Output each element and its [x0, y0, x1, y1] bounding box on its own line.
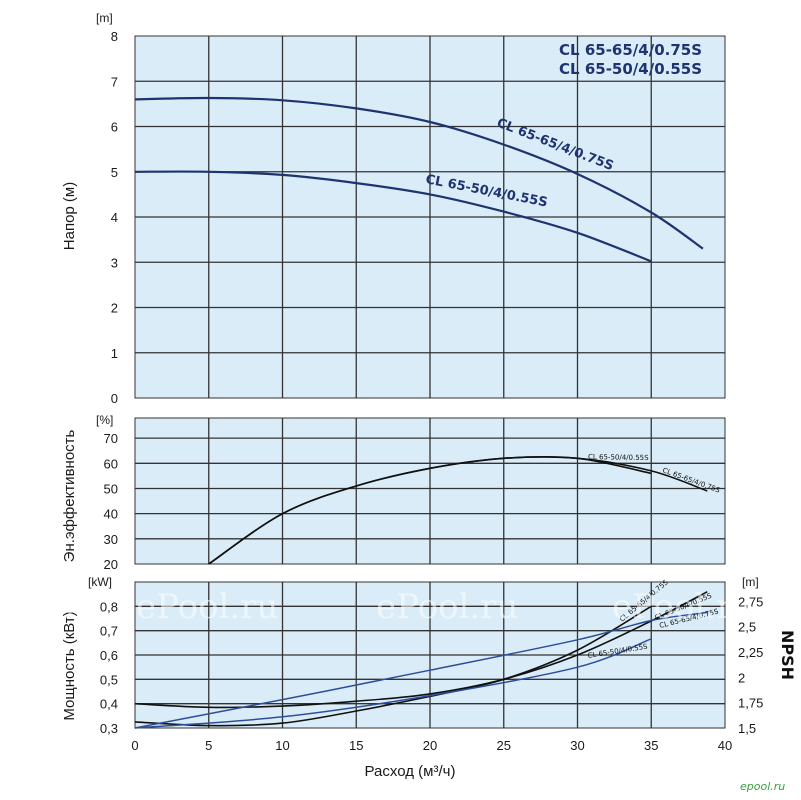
head-y-tick-label: 8: [111, 29, 118, 44]
x-tick-label: 20: [423, 738, 437, 753]
watermark-4: ePool.ru: [612, 587, 754, 627]
npsh-y-tick-label: 2,75: [738, 594, 763, 609]
power-y-unit: [kW]: [88, 575, 112, 589]
efficiency-y-tick-label: 20: [104, 557, 118, 572]
power-curve-cl-65-50-4-0-55s: [134, 605, 652, 727]
head-y-tick-label: 2: [111, 301, 118, 316]
x-tick-label: 35: [644, 738, 658, 753]
head-y-unit: [m]: [96, 11, 113, 25]
x-tick-label: 40: [718, 738, 732, 753]
efficiency-curve-label-cl-65-50: CL 65-50/4/0.55S: [588, 453, 649, 462]
power-y-axis-title: Мощность (кВт): [61, 611, 78, 720]
power-y-tick-label: 0,7: [100, 624, 118, 639]
head-y-tick-label: 1: [111, 346, 118, 361]
site-mark-logo: epool.ru: [740, 780, 785, 793]
head-y-tick-label: 7: [111, 74, 118, 89]
x-tick-label: 0: [131, 738, 138, 753]
efficiency-curve-cl-65-65-4-0-75s: [208, 456, 708, 565]
x-tick-label: 5: [205, 738, 212, 753]
watermark-1: ePool.ru: [0, 587, 102, 627]
efficiency-y-tick-label: 50: [104, 481, 118, 496]
head-y-tick-label: 3: [111, 255, 118, 270]
legend-item-cl-65-50: CL 65-50/4/0.55S: [559, 60, 702, 78]
head-y-tick-label: 0: [111, 391, 118, 406]
x-tick-label: 10: [275, 738, 289, 753]
x-tick-label: 15: [349, 738, 363, 753]
tick-labels: 0123456782030405060700,30,40,50,60,70,81…: [100, 29, 763, 753]
head-y-axis-title: Напор (м): [61, 182, 78, 250]
npsh-y-tick-label: 2,5: [738, 620, 756, 635]
curves: [134, 96, 708, 729]
npsh-curve-cl-65-50-4-0-55s: [134, 638, 652, 729]
grid-lines: [135, 36, 725, 728]
efficiency-y-tick-label: 40: [104, 507, 118, 522]
efficiency-y-tick-label: 60: [104, 456, 118, 471]
efficiency-y-tick-label: 30: [104, 532, 118, 547]
legend-item-cl-65-65: CL 65-65/4/0.75S: [559, 41, 702, 59]
npsh-y-tick-label: 1,5: [738, 721, 756, 736]
power-y-tick-label: 0,5: [100, 672, 118, 687]
head-curve-cl-65-50-4-0-55s: [134, 170, 652, 263]
npsh-y-tick-label: 2: [738, 670, 745, 685]
head-y-tick-label: 5: [111, 165, 118, 180]
power-y-tick-label: 0,8: [100, 599, 118, 614]
power-y-tick-label: 0,6: [100, 648, 118, 663]
npsh-y-tick-label: 1,75: [738, 696, 763, 711]
npsh-y-axis-title: NPSH: [778, 630, 797, 680]
head-y-tick-label: 4: [111, 210, 118, 225]
watermark-2: ePool.ru: [136, 587, 278, 627]
power-y-tick-label: 0,3: [100, 721, 118, 736]
watermark-3: ePool.ru: [376, 587, 518, 627]
efficiency-y-unit: [%]: [96, 413, 113, 427]
npsh-y-unit: [m]: [742, 575, 759, 589]
efficiency-y-axis-title: Эн.эффективность: [61, 429, 78, 562]
x-tick-label: 30: [570, 738, 584, 753]
head-y-tick-label: 6: [111, 120, 118, 135]
npsh-y-tick-label: 2,25: [738, 645, 763, 660]
x-axis-title: Расход (м³/ч): [365, 763, 456, 780]
x-tick-label: 25: [497, 738, 511, 753]
head-curve-cl-65-65-4-0-75s: [134, 96, 704, 250]
power-y-tick-label: 0,4: [100, 697, 118, 712]
npsh-curve-cl-65-65-4-0-75s: [134, 611, 708, 729]
power-curve-cl-65-65-4-0-75s: [134, 590, 708, 709]
efficiency-y-tick-label: 70: [104, 431, 118, 446]
